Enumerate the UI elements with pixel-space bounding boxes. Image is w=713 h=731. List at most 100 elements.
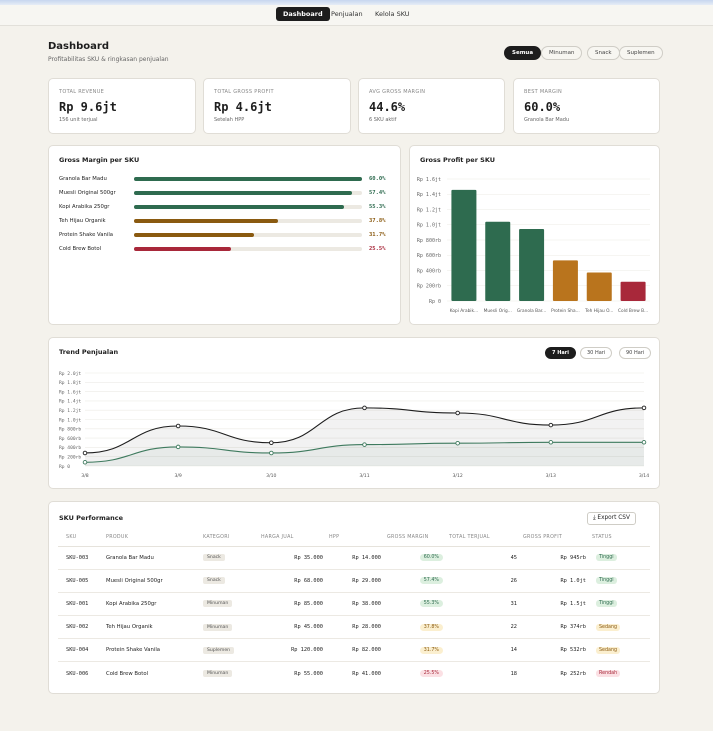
page-title: Dashboard: [48, 41, 109, 52]
bar: [620, 281, 646, 301]
gross-margin-sku-name: Protein Shake Vanila: [59, 232, 114, 238]
data-point: [455, 410, 460, 416]
gross-margin-bar: [134, 191, 353, 195]
cell-category: Minuman: [203, 592, 261, 617]
trend-title: Trend Penjualan: [59, 348, 119, 356]
table-row[interactable]: SKU-005 Muesli Original 500gr Snack Rp 68.0…: [58, 569, 650, 593]
window-top-strip: [0, 0, 713, 5]
y-tick-label: Rp 800rb: [417, 238, 441, 244]
cell-product: Kopi Arabika 250gr: [106, 592, 203, 617]
cell-margin: 55.3%: [387, 592, 449, 617]
gross-margin-value: 31.7%: [369, 232, 386, 238]
x-tick-label: 3/9: [174, 473, 181, 479]
gross-profit-chart: Rp 0 Rp 200rb Rp 400rb Rp 600rb Rp 800rb Rp 1…: [417, 177, 650, 314]
kpi-value: Rp 4.6jt: [214, 100, 272, 114]
kpi-sub: Granola Bar Madu: [524, 117, 570, 123]
nav-tab-penjualan[interactable]: Penjualan: [331, 10, 363, 18]
gross-margin-title: Gross Margin per SKU: [59, 156, 140, 164]
cell-hpp: Rp 38.000: [329, 592, 387, 617]
cell-profit: Rp 252rb: [560, 670, 586, 677]
gross-margin-row: Cold Brew Botol 25.5%: [59, 245, 389, 255]
x-tick-label: Protein Sha...: [551, 308, 580, 314]
nav-tab-kelola-sku[interactable]: Kelola SKU: [375, 10, 410, 18]
filter-suplemen[interactable]: Suplemen: [619, 46, 663, 60]
cell-hpp: Rp 82.000: [329, 638, 387, 663]
gross-margin-bar: [134, 219, 278, 223]
cell-category: Snack: [203, 569, 261, 593]
data-point: [82, 450, 88, 456]
cell-sold: 45: [449, 546, 523, 570]
range-30-days[interactable]: 30 Hari: [580, 347, 613, 359]
kpi-sub: 156 unit terjual: [59, 117, 98, 123]
cell-sold: 22: [449, 615, 523, 640]
gross-margin-bar: [134, 205, 345, 209]
gross-margin-track: [134, 177, 362, 181]
cell-category: Snack: [203, 546, 261, 570]
status-badge: Tinggi: [596, 600, 617, 608]
bar: [485, 221, 511, 301]
cell-price: Rp 68.000: [261, 569, 329, 593]
cell-product: Granola Bar Madu: [106, 546, 203, 570]
filter-snack[interactable]: Snack: [587, 46, 620, 60]
category-tag: Minuman: [203, 600, 233, 608]
range-7-days[interactable]: 7 Hari: [545, 347, 576, 359]
x-tick-label: 3/10: [266, 473, 276, 479]
cell-category: Minuman: [203, 662, 261, 685]
category-tag: Minuman: [203, 670, 233, 678]
filter-minuman[interactable]: Minuman: [541, 46, 583, 60]
kpi-label: TOTAL REVENUE: [59, 89, 105, 95]
gross-profit-title: Gross Profit per SKU: [420, 156, 496, 164]
gross-margin-value: 55.3%: [369, 204, 386, 210]
margin-badge: 31.7%: [419, 646, 443, 654]
table-row[interactable]: SKU-003 Granola Bar Madu Snack Rp 35.000 Rp …: [58, 546, 650, 570]
cell-status: Tinggi: [592, 592, 650, 617]
kpi-card-avg-margin: AVG GROSS MARGIN 44.6% 6 SKU aktif: [358, 78, 505, 134]
kpi-label: TOTAL GROSS PROFIT: [214, 89, 274, 95]
gross-margin-row: Protein Shake Vanila 31.7%: [59, 231, 389, 241]
bar: [552, 260, 578, 301]
cell-profit: Rp 532rb: [523, 638, 592, 663]
cell-status: Sedang: [592, 638, 650, 663]
range-90-days[interactable]: 90 Hari: [619, 347, 652, 359]
cell-margin: 60.0%: [387, 546, 449, 570]
y-tick-label: Rp 1.0jt: [59, 417, 81, 423]
cell-profit: Rp 1.5jt: [523, 592, 592, 617]
table-row[interactable]: SKU-002 Teh Hijau Organik Minuman Rp 45.000…: [58, 615, 650, 640]
data-point: [362, 405, 367, 411]
gross-margin-track: [134, 233, 362, 237]
gross-margin-bar: [134, 177, 362, 181]
cell-hpp: Rp 41.000: [352, 670, 381, 677]
export-csv-button[interactable]: ⤓ Export CSV: [587, 512, 636, 525]
kpi-label: AVG GROSS MARGIN: [369, 89, 426, 95]
sku-performance-card: SKU Performance ⤓ Export CSV SKU PRODUK …: [48, 501, 660, 694]
cell-margin: 25.5%: [387, 662, 449, 685]
table-row[interactable]: SKU-006 Cold Brew Botol Minuman Rp 55.000 Rp…: [58, 662, 650, 685]
data-point: [269, 440, 274, 445]
table-row[interactable]: SKU-004 Protein Shake Vanila Suplemen Rp 12…: [58, 638, 650, 663]
category-tag: Minuman: [203, 623, 233, 631]
cell-price: Rp 120.000: [261, 638, 329, 663]
cell-hpp: Rp 28.000: [329, 615, 387, 640]
kpi-value: 44.6%: [369, 100, 406, 114]
trend-card: Trend Penjualan 7 Hari 30 Hari 90 Hari R…: [48, 337, 660, 489]
y-tick-label: Rp 1.0jt: [417, 223, 441, 229]
table-body: SKU-003 Granola Bar Madu Snack Rp 35.000 Rp …: [58, 546, 650, 685]
kpi-sub: Setelah HPP: [214, 117, 245, 123]
col-status: STATUS: [592, 530, 650, 547]
data-point: [175, 444, 181, 450]
series-area: [85, 407, 644, 466]
y-tick-label: Rp 200rb: [59, 455, 81, 461]
cell-sold: 14: [449, 638, 523, 663]
table-row[interactable]: SKU-001 Kopi Arabika 250gr Minuman Rp 85.00…: [58, 592, 650, 617]
cell-sold: 18: [510, 670, 517, 677]
gross-margin-row: Granola Bar Madu 60.0%: [59, 175, 389, 185]
gross-margin-row: Muesli Original 500gr 57.4%: [59, 189, 389, 199]
filter-semua[interactable]: Semua: [504, 46, 542, 60]
cell-category: Suplemen: [203, 638, 261, 663]
y-tick-label: Rp 1.4jt: [417, 192, 441, 198]
cell-status: Tinggi: [592, 546, 650, 570]
nav-tab-dashboard[interactable]: Dashboard: [276, 7, 330, 21]
gross-profit-card: Gross Profit per SKU Rp 0 Rp 200rb Rp 400r…: [409, 145, 660, 325]
status-badge: Tinggi: [596, 554, 617, 562]
cell-price: Rp 85.000: [261, 592, 329, 617]
